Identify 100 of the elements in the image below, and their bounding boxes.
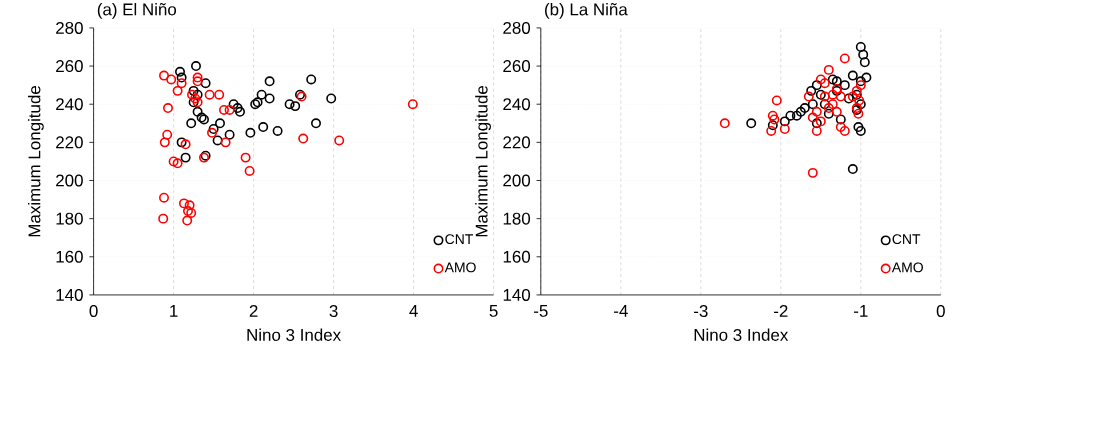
point bbox=[855, 42, 866, 53]
point bbox=[306, 74, 317, 85]
x-tick-label: -5 bbox=[534, 305, 548, 318]
x-tick-label: 0 bbox=[936, 305, 945, 318]
point bbox=[179, 198, 189, 209]
point bbox=[835, 122, 846, 133]
point bbox=[200, 78, 211, 89]
x-tick-label: -1 bbox=[854, 305, 868, 317]
point bbox=[176, 137, 187, 148]
point bbox=[767, 120, 778, 131]
point bbox=[284, 99, 295, 110]
point bbox=[232, 103, 243, 114]
point bbox=[847, 70, 858, 81]
point bbox=[811, 107, 822, 117]
point bbox=[767, 110, 778, 121]
point bbox=[806, 86, 817, 97]
point bbox=[290, 101, 301, 112]
y-tick-label: 240 bbox=[503, 98, 531, 111]
y-tick-label: 140 bbox=[503, 289, 531, 302]
point bbox=[847, 164, 858, 175]
x-tick-label: 0 bbox=[89, 305, 98, 318]
point bbox=[264, 76, 275, 87]
point bbox=[819, 78, 830, 89]
point bbox=[819, 99, 830, 110]
point bbox=[166, 74, 177, 85]
point bbox=[827, 99, 838, 110]
point bbox=[224, 129, 235, 140]
x-tick-label: -2 bbox=[774, 305, 788, 318]
legend-label: CNT bbox=[892, 234, 921, 245]
point bbox=[192, 97, 203, 108]
point bbox=[855, 80, 866, 91]
point bbox=[823, 103, 834, 114]
point bbox=[191, 61, 201, 72]
point bbox=[256, 89, 267, 100]
point bbox=[163, 103, 173, 114]
y-axis-title: Maximum Longitude bbox=[475, 86, 491, 237]
point bbox=[831, 76, 842, 87]
chart-title: (a) El Niño bbox=[97, 3, 177, 19]
point bbox=[245, 128, 256, 138]
point bbox=[746, 118, 757, 129]
chart-title: (b) La Niña bbox=[545, 3, 628, 19]
point bbox=[407, 99, 418, 110]
point bbox=[803, 91, 814, 102]
point bbox=[815, 74, 826, 85]
point bbox=[240, 152, 251, 163]
point bbox=[855, 76, 866, 87]
point bbox=[799, 103, 810, 114]
y-tick-label: 280 bbox=[56, 22, 83, 35]
point bbox=[819, 91, 830, 102]
y-tick-label: 180 bbox=[56, 212, 83, 225]
x-axis-title: Nino 3 Index bbox=[247, 328, 341, 342]
point bbox=[823, 108, 834, 119]
point bbox=[326, 93, 337, 104]
point bbox=[719, 118, 730, 129]
point bbox=[180, 152, 191, 163]
point bbox=[212, 135, 223, 146]
x-tick-label: 3 bbox=[329, 305, 338, 318]
point bbox=[162, 129, 173, 140]
point bbox=[861, 72, 872, 83]
point bbox=[843, 93, 854, 104]
point bbox=[180, 139, 191, 150]
legend-label: AMO bbox=[444, 262, 476, 273]
point bbox=[795, 107, 806, 117]
point bbox=[334, 135, 345, 146]
legend-label: CNT bbox=[445, 234, 473, 245]
point bbox=[766, 126, 777, 137]
x-tick-label: 5 bbox=[489, 305, 498, 318]
point bbox=[779, 116, 790, 127]
point bbox=[807, 99, 818, 110]
point bbox=[298, 133, 309, 144]
y-tick-label: 160 bbox=[56, 250, 83, 263]
point bbox=[807, 112, 818, 123]
point bbox=[811, 80, 822, 91]
point bbox=[827, 89, 838, 100]
point bbox=[220, 137, 231, 148]
y-tick-label: 220 bbox=[56, 136, 83, 149]
y-tick-label: 280 bbox=[503, 22, 531, 35]
point bbox=[159, 192, 169, 203]
point bbox=[791, 110, 802, 121]
y-tick-label: 140 bbox=[56, 289, 83, 302]
point bbox=[186, 118, 197, 129]
point bbox=[771, 95, 782, 106]
x-axis-title: Nino 3 Index bbox=[694, 328, 789, 342]
point bbox=[235, 107, 245, 117]
point bbox=[192, 89, 203, 100]
point bbox=[192, 76, 203, 87]
point bbox=[807, 168, 818, 179]
point bbox=[228, 99, 239, 110]
point bbox=[159, 137, 170, 148]
point bbox=[172, 158, 183, 169]
point bbox=[769, 114, 780, 125]
point bbox=[835, 114, 846, 125]
y-tick-label: 220 bbox=[503, 136, 531, 149]
point bbox=[182, 215, 193, 226]
point bbox=[188, 97, 199, 108]
point bbox=[272, 126, 283, 137]
y-axis-title: Maximum Longitude bbox=[27, 86, 44, 237]
point bbox=[831, 107, 842, 117]
point bbox=[779, 124, 790, 135]
point bbox=[785, 110, 796, 121]
